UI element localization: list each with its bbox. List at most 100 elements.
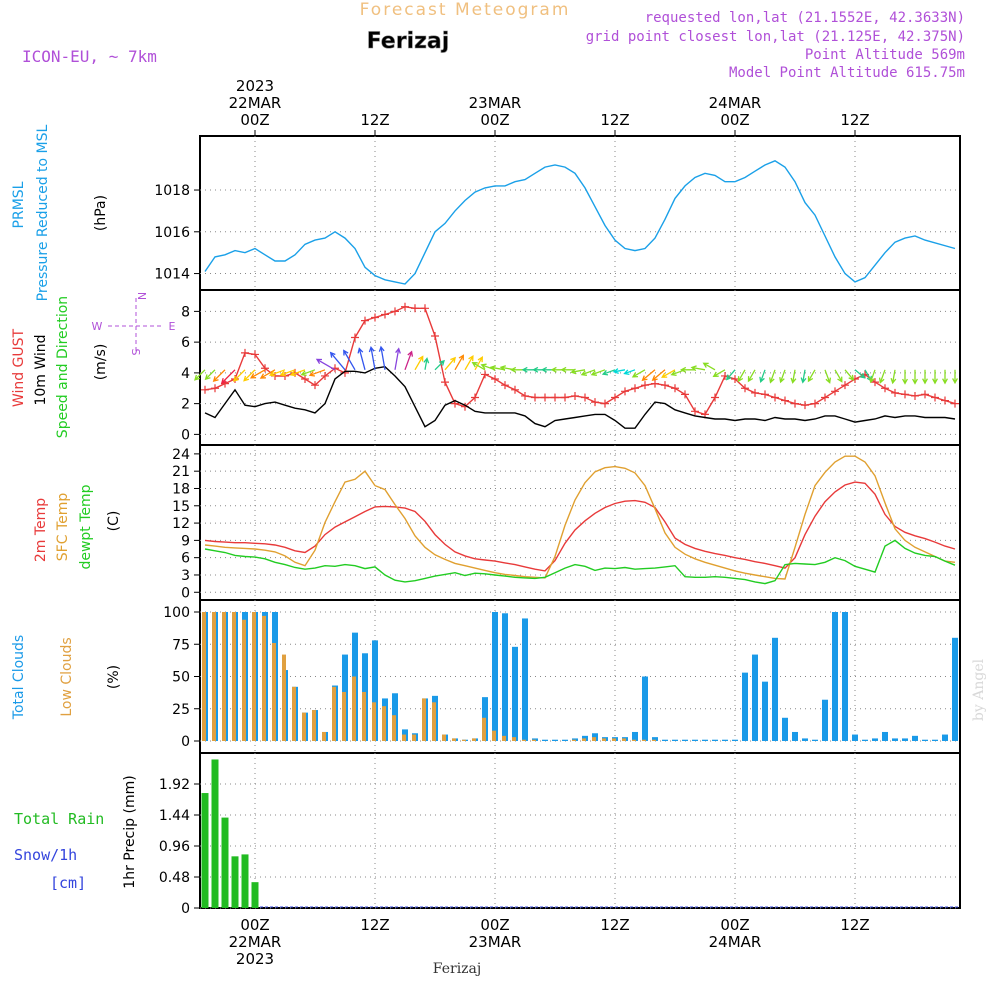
wind-direction-arrow: [212, 369, 226, 383]
total-cloud-bar: [752, 654, 758, 741]
requested-coords: requested lon,lat (21.1552E, 42.3633N): [645, 10, 965, 26]
panel-0: 1014 1016 1018: [154, 135, 961, 291]
rain-bar: [201, 793, 209, 908]
bottom-axis-label: 23MAR: [469, 933, 522, 951]
y-tick-label: 21: [172, 464, 190, 480]
top-axis-label: 2023: [236, 77, 274, 95]
gust-marker: [521, 391, 529, 400]
y-tick-label: 6: [181, 335, 190, 351]
low-cloud-bar: [212, 612, 216, 741]
wind-direction-arrow: [580, 369, 596, 376]
total-cloud-bar: [852, 734, 858, 741]
total-cloud-bar: [772, 637, 778, 741]
gust-marker: [871, 378, 879, 387]
low-cloud-bar: [642, 739, 646, 741]
prmsl-desc-label: Pressure Reduced to MSL: [35, 124, 51, 301]
wind-direction-arrow: [952, 369, 958, 385]
total-cloud-bar: [762, 681, 768, 741]
total-cloud-bar: [732, 739, 738, 741]
wind-direction-arrow: [641, 369, 656, 382]
wind-direction-arrow: [834, 369, 843, 383]
wind-direction-arrow: [570, 368, 586, 375]
panel-3: 0 25 50 75 100: [163, 599, 961, 754]
total-cloud-bar: [832, 612, 838, 741]
chart-subtitle: Forecast Meteogram: [360, 0, 571, 20]
total-cloud-bar: [652, 737, 658, 741]
bottom-axis-label: 2023: [236, 950, 274, 968]
wind-gust-line: [204, 306, 956, 416]
gust-marker: [651, 379, 659, 388]
wind-direction-arrow: [454, 354, 464, 371]
gust-marker: [731, 375, 739, 384]
low-cloud-bar: [632, 739, 636, 741]
low-cloud-bar: [442, 734, 446, 741]
low-cloud-bar: [492, 730, 496, 741]
gust-marker: [241, 348, 249, 357]
wind-direction-arrow: [702, 362, 716, 371]
compass-n-label: N: [135, 292, 148, 300]
low-cloud-bar: [372, 702, 376, 741]
y-tick-label: 12: [172, 516, 190, 532]
y-tick-label: 0: [181, 585, 190, 601]
wind-direction-arrow: [932, 369, 938, 385]
low-cloud-bar: [572, 739, 576, 741]
gust-marker: [891, 388, 899, 397]
low-cloud-bar: [382, 706, 386, 741]
gust-marker: [791, 399, 799, 408]
gust-marker: [381, 310, 389, 319]
gridpoint-coords: grid point closest lon,lat (21.125E, 42.…: [586, 29, 965, 45]
gust-marker: [261, 364, 269, 373]
panel-frame: [199, 444, 961, 601]
wind-direction-arrow: [378, 345, 386, 370]
gust-marker: [301, 375, 309, 384]
prmsl-unit-label: (hPa): [93, 195, 109, 231]
low-cloud-bar: [392, 715, 396, 741]
total-cloud-bar: [722, 739, 728, 741]
wind-direction-arrow: [759, 369, 766, 383]
total-cloud-bar: [712, 739, 718, 741]
low-cloud-bar: [622, 738, 626, 741]
bottom-axis-label: 00Z: [240, 916, 269, 934]
gust-marker: [801, 401, 809, 410]
wind-direction-arrow: [890, 369, 897, 385]
y-tick-label: 1014: [154, 267, 190, 283]
total-cloud-bar: [842, 612, 848, 741]
total-cloud-bar: [862, 739, 868, 741]
total-cloud-bar: [532, 738, 538, 741]
total-cloud-bar: [802, 738, 808, 741]
watermark: by Angel: [971, 658, 987, 721]
low-cloud-bar: [322, 731, 326, 741]
gust-marker: [711, 393, 719, 402]
gust-marker: [441, 378, 449, 387]
gust-marker: [311, 381, 319, 390]
low-cloud-bar: [302, 712, 306, 741]
snow-unit-label: [cm]: [50, 874, 86, 892]
wind-direction-arrow: [560, 366, 575, 373]
wind-direction-arrow: [680, 366, 695, 373]
y-tick-label: 18: [172, 481, 190, 497]
gust-marker: [561, 393, 569, 402]
gust-marker: [621, 387, 629, 396]
gust-marker: [671, 384, 679, 393]
total-cloud-bar: [642, 676, 648, 741]
bottom-axis-label: 12Z: [360, 916, 389, 934]
wind-direction-arrow: [394, 347, 401, 370]
wind-direction-arrow: [612, 368, 626, 375]
gust-marker: [931, 393, 939, 402]
total-cloud-bar: [912, 735, 918, 741]
total-cloud-bar: [952, 637, 958, 741]
gust-marker: [321, 371, 329, 380]
gust-marker: [541, 393, 549, 402]
wind-direction-arrow: [220, 369, 236, 384]
low-cloud-bar: [472, 738, 476, 741]
panel-frame: [199, 289, 961, 446]
total-cloud-bar: [812, 739, 818, 741]
wind-direction-arrow: [844, 369, 855, 381]
wind-direction-arrow: [790, 369, 797, 384]
low-cloud-bar: [422, 698, 426, 741]
low-cloud-bar: [362, 691, 366, 741]
wind-direction-arrow: [357, 347, 366, 370]
